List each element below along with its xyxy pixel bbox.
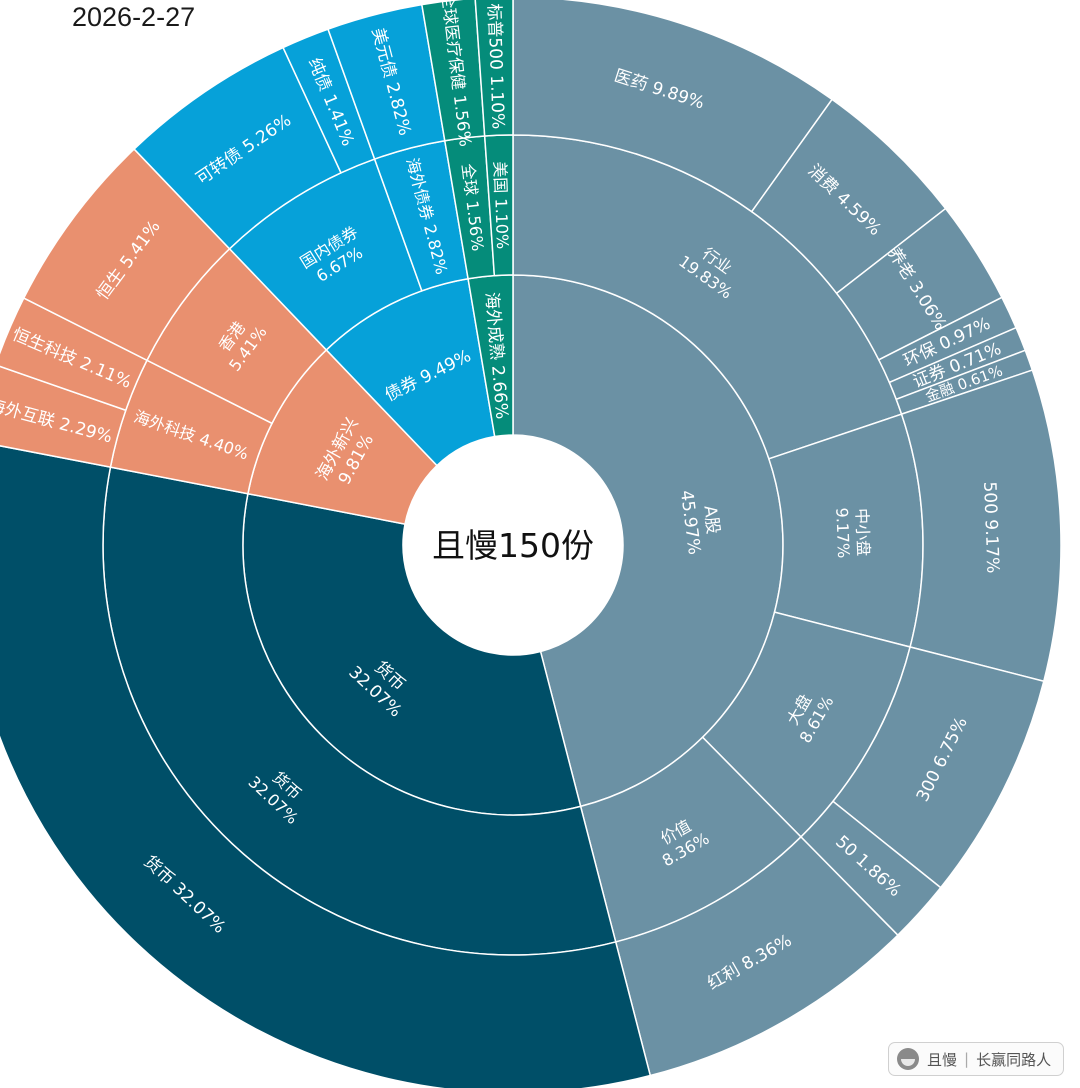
chart-date: 2026-2-27 xyxy=(72,2,196,32)
watermark-author: 且慢 xyxy=(927,1050,958,1069)
sector-ring3-货币 xyxy=(0,445,652,1088)
label-ring3-500: 500 9.17% xyxy=(979,481,1002,574)
account-avatar-icon xyxy=(897,1048,919,1070)
watermark-badge: 且慢 | 长赢同路人 xyxy=(888,1042,1064,1076)
center-label: 且慢150份 xyxy=(432,526,594,565)
label-ring2-美国: 美国 1.10% xyxy=(490,161,512,250)
watermark-separator: | xyxy=(964,1050,970,1068)
label-ring2-中小盘: 中小盘9.17% xyxy=(832,506,873,558)
center-hole xyxy=(403,435,623,655)
label-ring2-价值: 价值8.36% xyxy=(649,811,712,870)
watermark-account: 长赢同路人 xyxy=(976,1050,1052,1069)
sector-ring3-标普500 xyxy=(474,0,514,137)
label-ring3-标普500: 标普500 1.10% xyxy=(483,3,507,129)
